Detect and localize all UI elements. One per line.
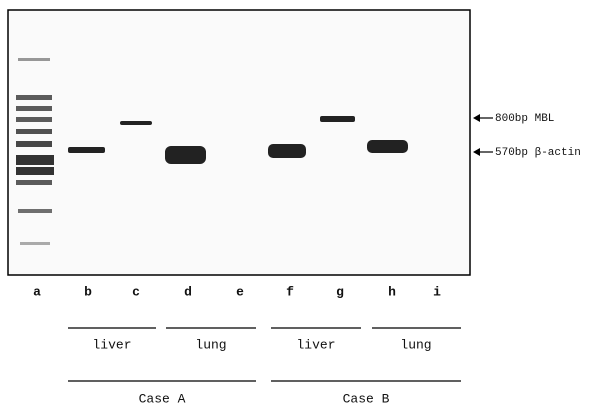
lane-label: a [33, 284, 41, 299]
lane-label: b [84, 284, 92, 299]
lane-label: i [433, 284, 441, 299]
tissue-label: liver [92, 337, 131, 352]
marker-label: 570bp β-actin [495, 147, 581, 159]
bands [68, 116, 408, 164]
lane-label: g [336, 284, 344, 299]
group-lines [68, 327, 461, 382]
lane-labels: a b c d e f g h i [33, 284, 441, 299]
tissue-label: lung [400, 337, 431, 352]
lane-label: h [388, 284, 396, 299]
ladder [16, 58, 54, 245]
case-label: Case A [139, 391, 186, 406]
marker-label: 800bp MBL [495, 113, 554, 125]
tissue-label: liver [296, 337, 335, 352]
lane-label: f [286, 284, 294, 299]
lane-label: c [132, 284, 140, 299]
case-label: Case B [343, 391, 390, 406]
lane-label: e [236, 284, 244, 299]
lane-label: d [184, 284, 192, 299]
marker-arrows [473, 114, 493, 156]
tissue-label: lung [195, 337, 226, 352]
